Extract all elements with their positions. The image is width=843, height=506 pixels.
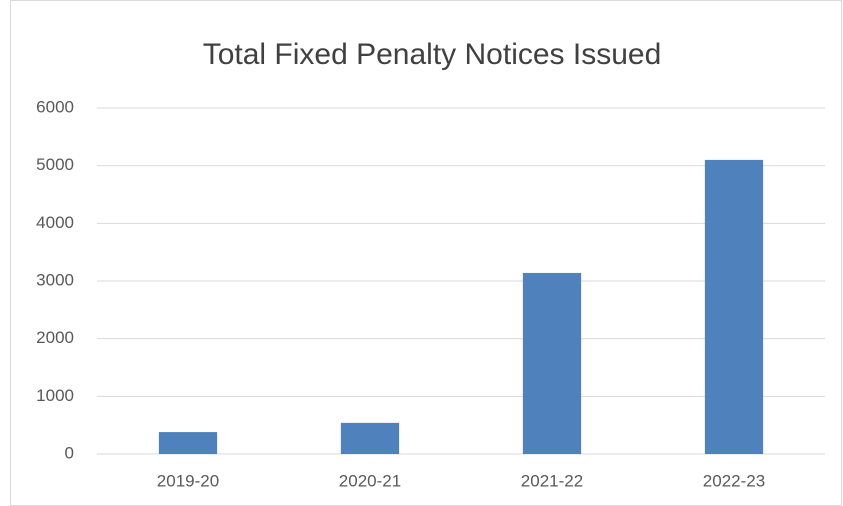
y-tick-label: 4000	[36, 213, 74, 232]
chart-frame	[10, 0, 842, 506]
y-tick-label: 1000	[36, 386, 74, 405]
y-tick-label: 3000	[36, 270, 74, 289]
x-tick-label: 2022-23	[703, 471, 765, 490]
bar	[522, 272, 582, 454]
y-tick-label: 2000	[36, 328, 74, 347]
x-tick-label: 2019-20	[157, 471, 219, 490]
bar	[704, 159, 764, 454]
y-tick-label: 6000	[36, 97, 74, 116]
x-tick-label: 2021-22	[521, 471, 583, 490]
y-tick-label: 0	[65, 443, 74, 462]
bar	[340, 422, 400, 454]
x-tick-label: 2020-21	[339, 471, 401, 490]
bar	[158, 432, 218, 454]
chart-title: Total Fixed Penalty Notices Issued	[203, 38, 662, 71]
y-tick-label: 5000	[36, 155, 74, 174]
